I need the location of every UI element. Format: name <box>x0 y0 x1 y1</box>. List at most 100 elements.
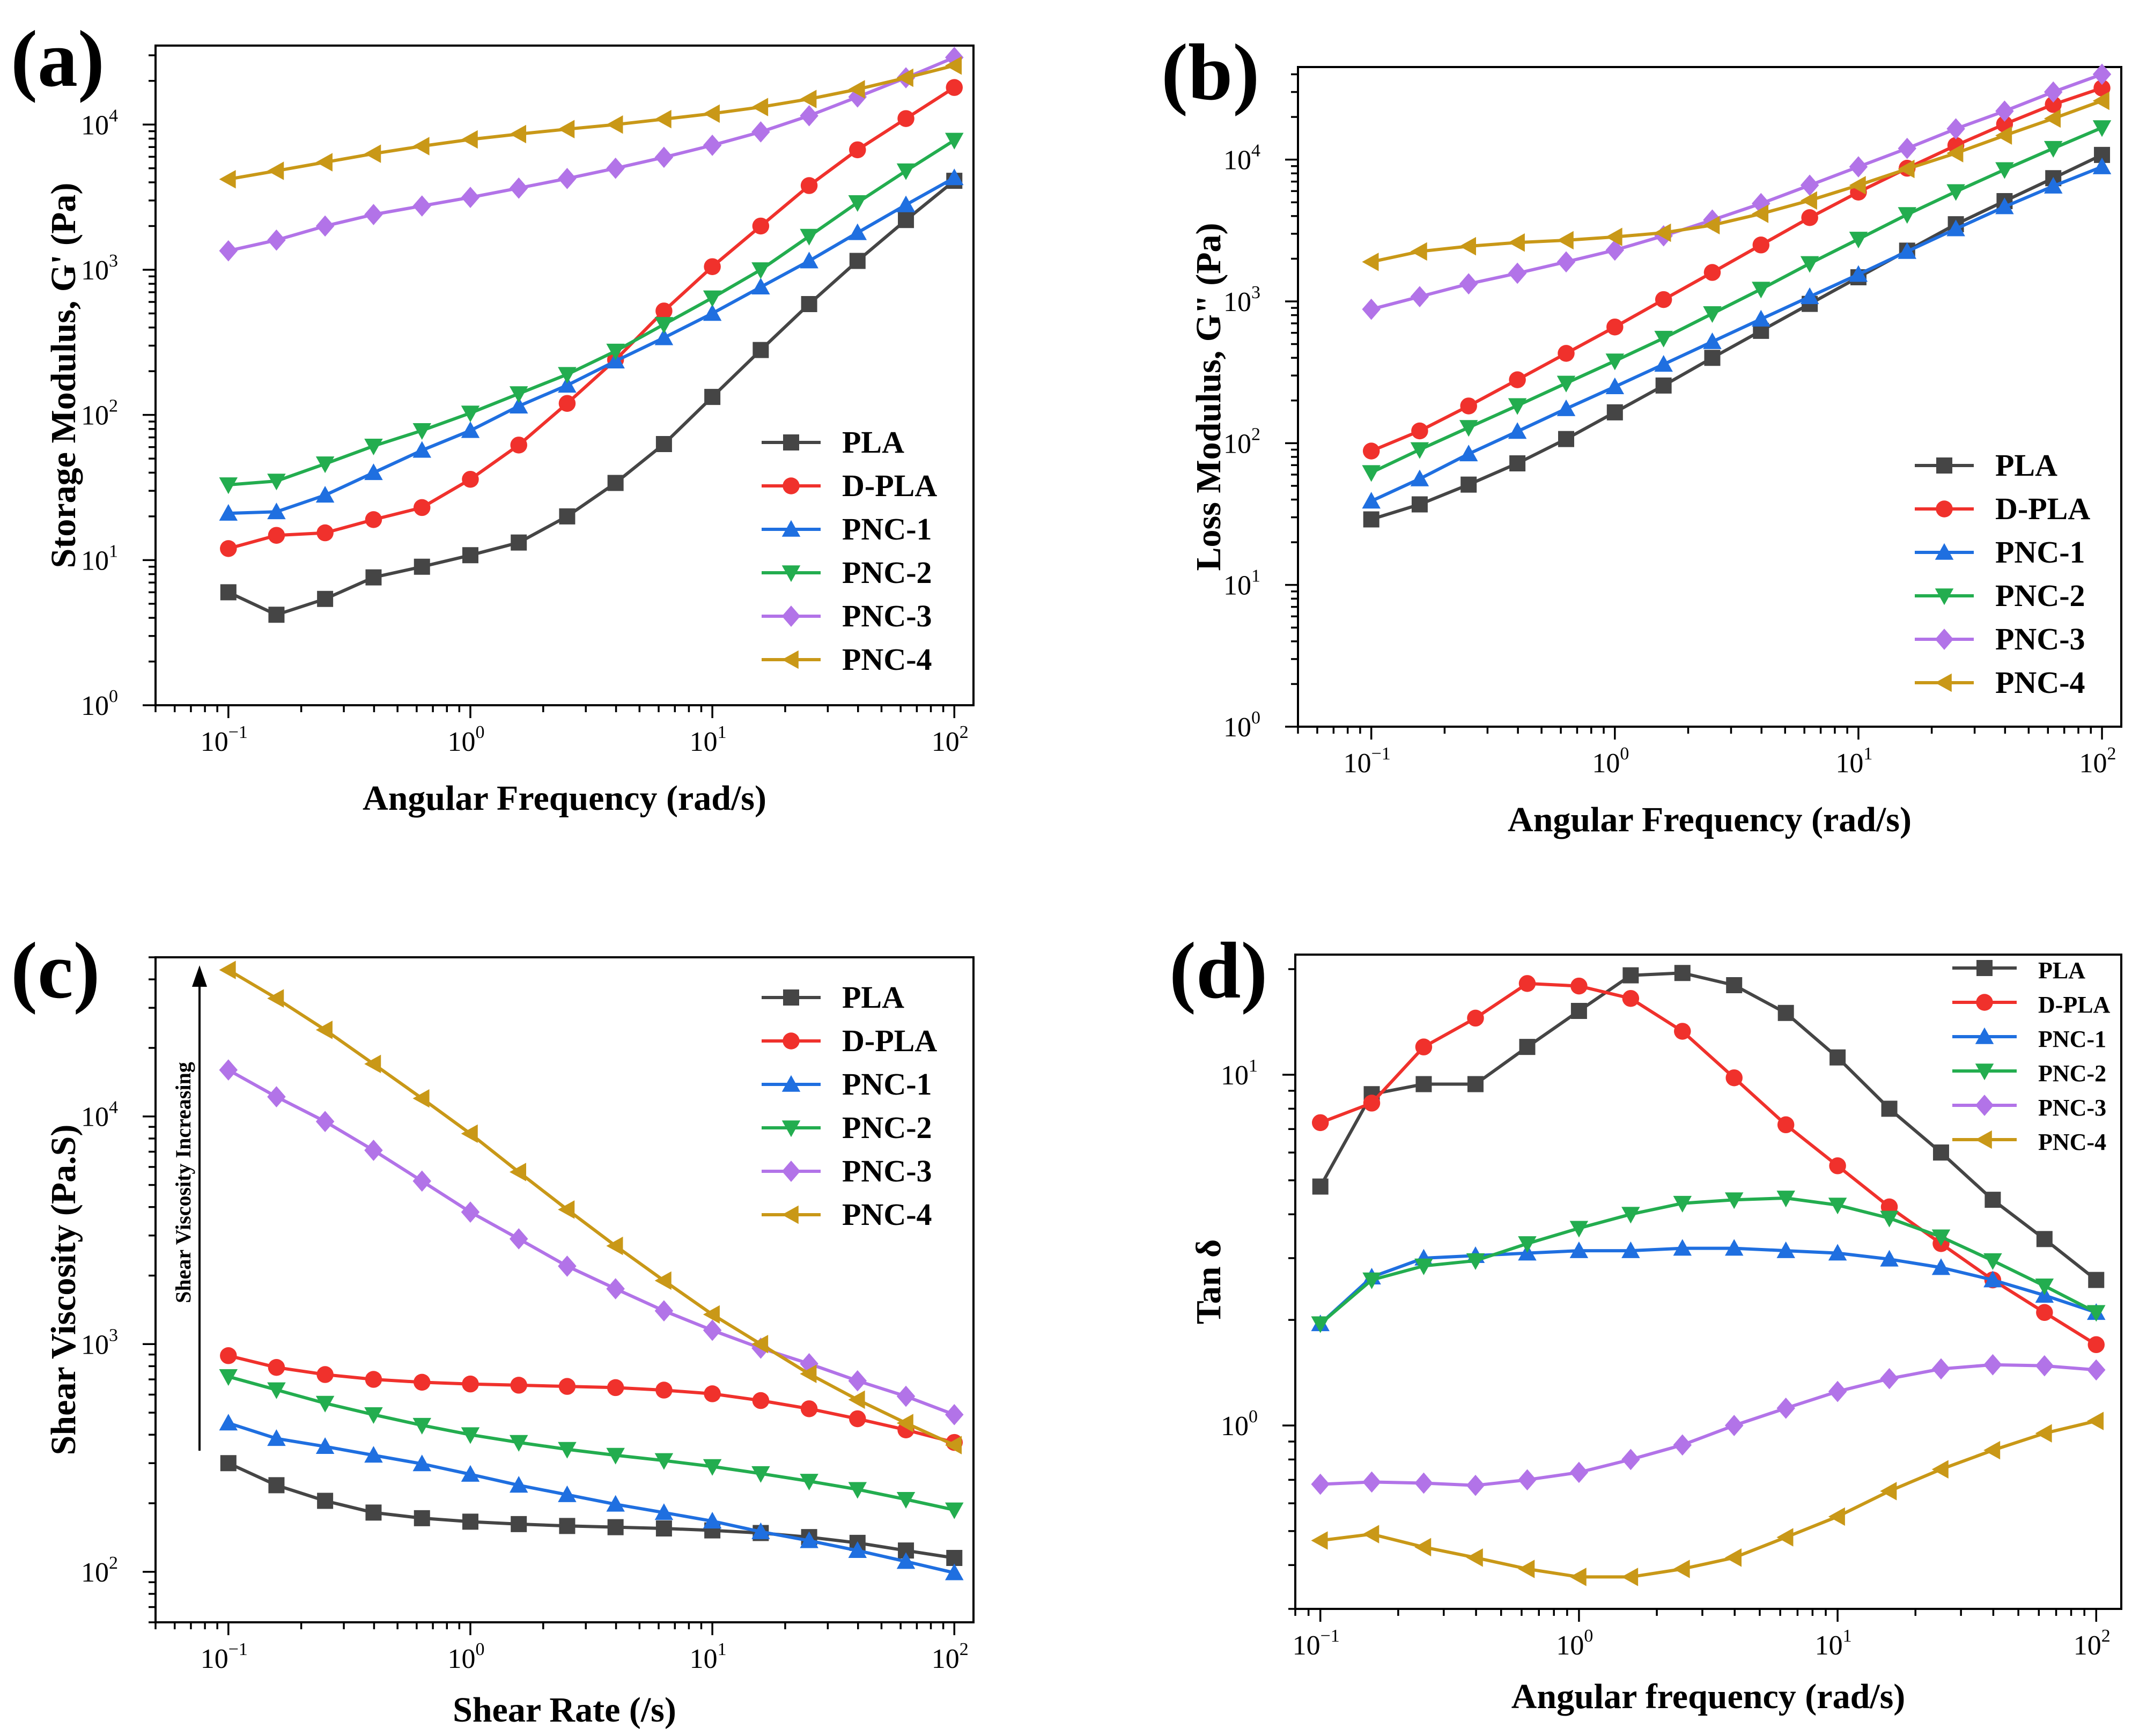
data-point-pnc-2 <box>945 132 964 150</box>
data-point-pnc-2 <box>1983 1253 2002 1270</box>
legend-label-pnc-4: PNC-4 <box>842 642 932 677</box>
legend-label-pla: PLA <box>2038 957 2085 984</box>
data-point-pnc-4 <box>219 169 236 189</box>
data-point-pnc-4 <box>219 961 236 979</box>
data-point-pla <box>655 1520 672 1537</box>
legend-marker-pla <box>1976 960 1993 976</box>
x-tick-label: 100 <box>1556 1626 1593 1661</box>
series-line-pnc-3 <box>228 56 955 253</box>
y-tick-label: 103 <box>81 251 118 286</box>
series-line-d-pla <box>228 86 955 550</box>
data-point-pnc-2 <box>1518 1236 1537 1253</box>
legend-label-pnc-4: PNC-4 <box>842 1197 932 1232</box>
y-tick-label: 101 <box>1223 566 1260 601</box>
series-line-pnc-2 <box>1370 126 2103 474</box>
data-point-pnc-1 <box>654 1503 674 1520</box>
y-tick-label: 100 <box>81 686 118 721</box>
chart-panel-3: 10−1 100 101 102 102 103 104 Shear Rate (/s) She… <box>44 956 975 1730</box>
x-axis-label: Shear Rate (/s) <box>453 1690 676 1730</box>
data-point-pnc-2 <box>1311 1316 1330 1333</box>
data-point-d-pla <box>1655 291 1672 308</box>
data-point-pnc-4 <box>315 1021 333 1039</box>
data-point-pnc-1 <box>654 328 674 345</box>
legend-marker-pnc-4 <box>1975 1130 1992 1149</box>
data-point-pnc-2 <box>1849 232 1868 249</box>
data-point-pnc-2 <box>364 1407 383 1424</box>
data-point-pla <box>462 1513 478 1530</box>
data-point-pnc-1 <box>1946 219 1965 237</box>
data-point-pnc-4 <box>558 1200 575 1219</box>
data-point-d-pla <box>1415 1038 1433 1055</box>
data-point-pnc-2 <box>1776 1191 1795 1208</box>
legend: PLA D-PLA PNC-1 PNC-2 PNC-3 PNC-4 <box>762 980 937 1232</box>
data-point-pnc-4 <box>1995 126 2012 145</box>
legend-marker-d-pla <box>783 477 800 494</box>
data-point-pla <box>365 1504 382 1521</box>
data-point-pnc-2 <box>412 423 431 440</box>
data-point-pnc-3 <box>1776 1397 1795 1419</box>
data-point-pnc-1 <box>1898 242 1917 259</box>
data-point-pla <box>559 1518 576 1534</box>
data-point-pnc-4 <box>800 90 817 108</box>
data-point-pnc-1 <box>2092 157 2112 174</box>
data-point-d-pla <box>946 79 963 96</box>
chart-panel-4: 10−1 100 101 102 100 101 Angular frequency (ra… <box>1189 954 2122 1716</box>
data-point-pnc-3 <box>2044 81 2063 103</box>
data-point-pnc-3 <box>1946 118 1965 140</box>
data-point-pnc-3 <box>1849 156 1868 178</box>
legend-label-pnc-3: PNC-3 <box>842 1154 932 1188</box>
data-point-pla <box>1655 377 1672 394</box>
data-point-pla <box>414 558 430 575</box>
legend-marker-d-pla <box>1976 994 1993 1011</box>
data-point-pla <box>1460 476 1477 493</box>
data-point-pnc-4 <box>1508 233 1525 252</box>
data-point-pnc-3 <box>848 1370 867 1392</box>
data-point-pnc-1 <box>1983 1270 2002 1288</box>
x-axis-label: Angular Frequency (rad/s) <box>1508 800 1912 839</box>
series-line-pnc-3 <box>1370 72 2103 311</box>
data-point-pla <box>1411 496 1428 513</box>
data-point-pnc-3 <box>412 195 431 217</box>
data-point-pnc-2 <box>703 1459 722 1476</box>
data-point-pnc-1 <box>848 223 867 240</box>
data-point-pnc-4 <box>461 130 478 149</box>
data-point-pnc-2 <box>267 474 286 491</box>
legend-label-pnc-2: PNC-2 <box>1995 578 2085 613</box>
data-point-pnc-4 <box>654 1271 672 1290</box>
data-point-pnc-3 <box>1466 1474 1485 1496</box>
data-point-d-pla <box>365 1371 382 1388</box>
data-point-pnc-4 <box>1849 176 1866 195</box>
legend-marker-pnc-1 <box>781 520 801 537</box>
data-point-pnc-1 <box>1776 1241 1795 1258</box>
data-point-pnc-1 <box>267 1429 286 1446</box>
data-point-pnc-3 <box>315 1111 335 1133</box>
data-point-pla <box>1363 511 1379 528</box>
data-point-pnc-2 <box>1466 1253 1485 1270</box>
legend-marker-pla <box>783 989 799 1006</box>
data-point-d-pla <box>510 437 527 454</box>
data-point-pnc-4 <box>703 1305 720 1324</box>
series-line-pnc-4 <box>228 64 955 181</box>
data-point-d-pla <box>1558 345 1575 362</box>
legend-marker-pnc-2 <box>1935 588 1954 605</box>
data-point-pnc-4 <box>1703 216 1720 235</box>
data-point-d-pla <box>1363 1095 1381 1112</box>
data-point-pnc-1 <box>364 1446 383 1463</box>
data-point-pnc-3 <box>1995 100 2014 122</box>
data-point-pnc-4 <box>606 1236 623 1255</box>
data-point-d-pla <box>1622 989 1640 1007</box>
data-point-d-pla <box>655 1382 673 1399</box>
data-point-pnc-3 <box>606 1278 625 1299</box>
legend-marker-pnc-2 <box>781 1120 801 1137</box>
data-point-pnc-3 <box>1410 286 1429 308</box>
data-point-d-pla <box>1752 237 1770 254</box>
data-point-pnc-1 <box>412 1454 431 1472</box>
data-point-pnc-1 <box>896 1552 916 1569</box>
data-point-pnc-4 <box>558 120 575 139</box>
data-point-pnc-2 <box>315 1395 335 1413</box>
legend-label-d-pla: D-PLA <box>1995 491 2090 526</box>
data-point-pnc-1 <box>1880 1250 1899 1267</box>
series-line-pla <box>1319 971 2098 1281</box>
data-point-pnc-2 <box>945 1502 964 1519</box>
legend-marker-pnc-3 <box>781 1161 801 1182</box>
